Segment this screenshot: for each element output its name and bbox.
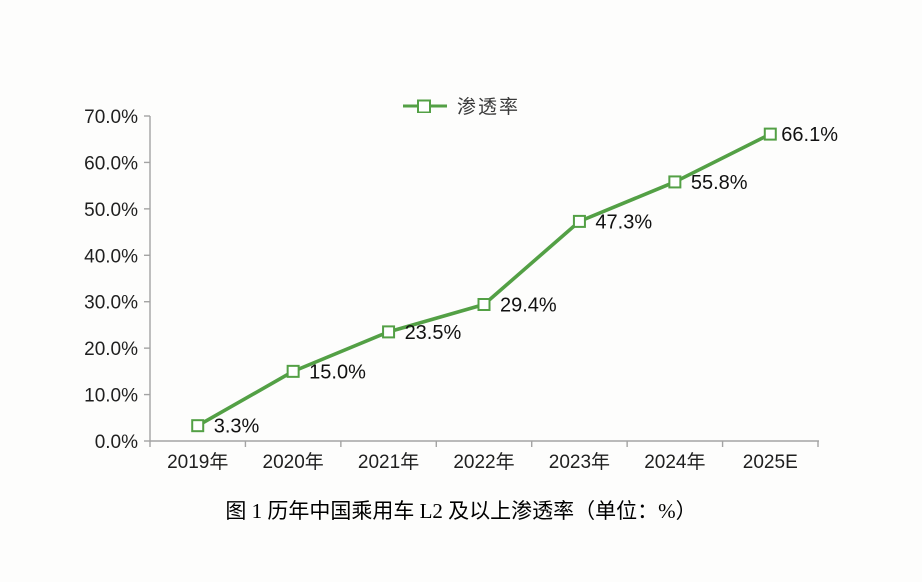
x-axis-tick-label: 2020年 [263, 451, 324, 473]
y-axis-tick-label: 60.0% [84, 153, 138, 174]
data-point-marker [477, 298, 491, 311]
data-label: 23.5% [405, 322, 462, 344]
data-label: 29.4% [500, 295, 557, 317]
data-label: 55.8% [691, 172, 748, 194]
x-axis-tick-label: 2025E [743, 452, 798, 473]
data-point-marker [572, 214, 586, 228]
x-axis-tick-label: 2022年 [453, 451, 514, 473]
y-axis-tick-label: 0.0% [95, 432, 138, 453]
y-axis-tick-label: 10.0% [84, 386, 138, 407]
data-label: 15.0% [309, 361, 366, 383]
data-point-marker [382, 325, 396, 339]
data-point-marker [763, 127, 777, 141]
y-axis-tick-label: 30.0% [84, 293, 138, 314]
x-axis-tick-label: 2023年 [549, 451, 610, 473]
y-axis-tick-label: 50.0% [84, 200, 138, 221]
x-axis-tick-label: 2019年 [167, 451, 228, 473]
chart-svg: 0.0% 10.0% 20.0% 30.0% 40.0% 50.0% 60.0% 70.0% 2… [84, 107, 838, 473]
series-line [195, 132, 773, 428]
data-point-marker [668, 175, 682, 189]
data-point-marker [191, 419, 205, 433]
data-label: 47.3% [595, 211, 652, 233]
x-axis-tick-label: 2021年 [358, 451, 419, 473]
y-axis-tick-label: 70.0% [84, 107, 138, 128]
y-axis-tick-label: 40.0% [84, 246, 138, 267]
data-label: 3.3% [214, 416, 260, 438]
data-point-marker [286, 364, 300, 378]
data-label: 66.1% [781, 124, 838, 146]
y-axis-tick-label: 20.0% [84, 339, 138, 360]
figure-caption: 图 1 历年中国乘用车 L2 及以上渗透率（单位：%） [225, 499, 697, 523]
x-axis-tick-label: 2024年 [644, 451, 705, 473]
